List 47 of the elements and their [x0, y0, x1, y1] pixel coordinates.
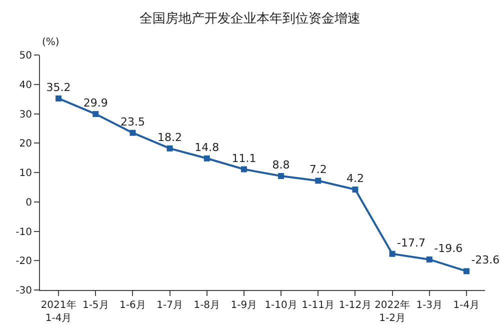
- point: [204, 155, 210, 162]
- x-tick-label: 1-4月: [453, 300, 480, 311]
- data-label: 23.5: [120, 115, 145, 128]
- x-tick-label: 1-12月: [338, 300, 372, 311]
- point: [352, 186, 358, 193]
- data-label: 8.8: [272, 158, 290, 172]
- y-tick-label: 30: [19, 109, 32, 120]
- chart-title: 全国房地产开发企业本年到位资金增速: [140, 10, 360, 26]
- data-label: 18.2: [158, 130, 182, 144]
- x-tick-label: 1-9月: [230, 300, 258, 311]
- data-label: 14.8: [194, 140, 220, 154]
- point: [92, 111, 99, 118]
- data-label: -17.7: [397, 236, 426, 250]
- data-label: -23.6: [471, 254, 500, 267]
- data-label: 7.2: [309, 163, 327, 176]
- x-tick-label: 1-11月: [302, 300, 334, 311]
- y-axis-title: (%): [42, 37, 60, 48]
- x-tick-label: 1-5月: [82, 300, 109, 311]
- data-label: 29.9: [83, 96, 108, 110]
- y-tick-label: -30: [16, 286, 32, 296]
- y-tick-label: 0: [26, 197, 32, 208]
- y-tick-label: -10: [16, 226, 32, 238]
- x-tick-label: 2021年 1-4月: [40, 299, 76, 324]
- point: [240, 166, 247, 172]
- point: [426, 256, 432, 262]
- point: [389, 250, 396, 257]
- point: [315, 178, 322, 184]
- y-tick-label: 50: [19, 50, 32, 62]
- x-tick-label: 2022年 1-2月: [374, 299, 410, 324]
- x-tick-label: 1-3月: [416, 300, 443, 311]
- x-tick-label: 1-7月: [156, 300, 183, 311]
- x-tick-label: 1-10月: [264, 300, 298, 311]
- y-tick-label: 40: [19, 80, 32, 91]
- point: [463, 268, 470, 274]
- data-label: 11.1: [232, 152, 256, 165]
- point: [130, 130, 136, 136]
- data-label: 35.2: [46, 80, 71, 94]
- x-tick-label: 1-6月: [120, 300, 146, 311]
- point: [278, 173, 284, 180]
- point: [166, 145, 173, 152]
- x-tick-label: 1-8月: [194, 300, 220, 311]
- data-label: 4.2: [346, 172, 364, 186]
- y-tick-label: 10: [19, 168, 32, 179]
- point: [56, 95, 62, 102]
- data-label: -19.6: [434, 242, 463, 255]
- y-tick-label: 20: [19, 138, 32, 150]
- y-tick-label: -20: [16, 256, 32, 268]
